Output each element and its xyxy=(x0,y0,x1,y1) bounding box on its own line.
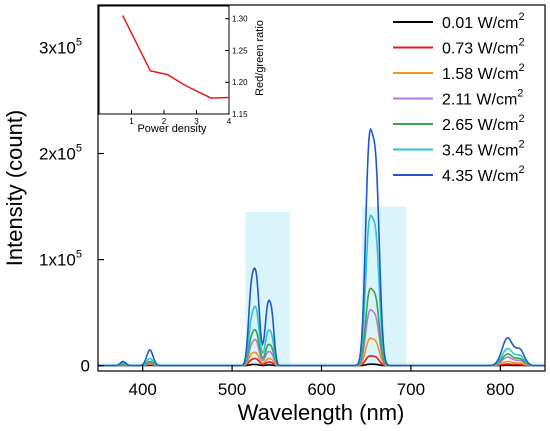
spectrum-lines xyxy=(98,127,545,367)
excitation-shading xyxy=(98,206,545,366)
legend-label: 2.11 W/cm2 xyxy=(442,88,523,109)
inset-line xyxy=(122,15,230,99)
inset-x-tick-label: 1 xyxy=(129,117,134,126)
y-tick-label: 1x105 xyxy=(39,249,82,270)
main-y-axis-label: Intensity (count) xyxy=(2,110,27,267)
inset-x-axis: 1 2 3 4 xyxy=(129,110,232,126)
legend-label: 0.73 W/cm2 xyxy=(442,37,525,58)
legend-label: 0.01 W/cm2 xyxy=(442,11,525,32)
inset-x-tick-label: 4 xyxy=(227,117,232,126)
spectrum-line xyxy=(98,308,545,367)
main-y-axis: 0 1x105 2x105 3x105 xyxy=(39,36,104,376)
legend-label: 1.58 W/cm2 xyxy=(442,62,525,83)
y-tick-label: 0 xyxy=(81,357,90,376)
main-x-axis-label: Wavelength (nm) xyxy=(238,400,405,425)
x-tick-label: 500 xyxy=(218,380,246,399)
legend: 0.01 W/cm2 0.73 W/cm2 1.58 W/cm2 2.11 W/cm2… xyxy=(393,11,525,185)
legend-label: 2.65 W/cm2 xyxy=(442,113,525,134)
inset-x-tick-label: 3 xyxy=(194,117,199,126)
y-tick-label: 3x105 xyxy=(39,36,82,57)
inset-chart: 1 2 3 4 1.15 1.20 1.25 1.30 Power density Red/… xyxy=(98,5,266,135)
legend-label: 4.35 W/cm2 xyxy=(442,164,525,185)
x-tick-label: 700 xyxy=(397,380,425,399)
x-tick-label: 800 xyxy=(486,380,514,399)
inset-y-axis-label: Red/green ratio xyxy=(254,20,266,96)
main-x-axis: 400 500 600 700 800 xyxy=(129,365,514,399)
x-tick-label: 600 xyxy=(307,380,335,399)
spectrum-line xyxy=(98,337,545,367)
inset-y-tick-label: 1.25 xyxy=(232,46,248,55)
inset-y-tick-label: 1.20 xyxy=(232,78,248,87)
inset-x-axis-label: Power density xyxy=(137,123,207,135)
inset-y-axis: 1.15 1.20 1.25 1.30 xyxy=(225,15,248,119)
shaded-region xyxy=(98,361,545,366)
x-tick-label: 400 xyxy=(129,380,157,399)
inset-y-tick-label: 1.15 xyxy=(232,110,248,119)
spectrum-line xyxy=(98,287,545,367)
inset-y-tick-label: 1.30 xyxy=(232,15,248,24)
legend-label: 3.45 W/cm2 xyxy=(442,139,525,160)
inset-x-tick-label: 2 xyxy=(162,117,167,126)
spectrum-line xyxy=(98,214,545,367)
spectrum-line xyxy=(98,127,545,367)
y-tick-label: 2x105 xyxy=(39,143,82,164)
inset-ratio-line xyxy=(122,15,230,99)
